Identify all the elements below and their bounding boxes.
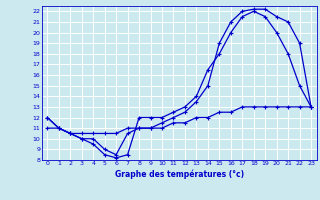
X-axis label: Graphe des températures (°c): Graphe des températures (°c): [115, 169, 244, 179]
